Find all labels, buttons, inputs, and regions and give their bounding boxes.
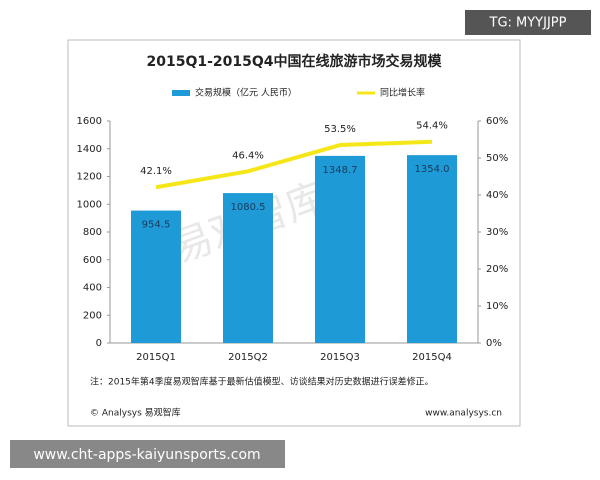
y2-tick-label: 50% bbox=[486, 153, 508, 164]
bar-label: 954.5 bbox=[142, 220, 171, 231]
bar-label: 1348.7 bbox=[323, 165, 358, 176]
note: 注：2015年第4季度易观智库基于最新估值模型、访谈结果对历史数据进行误差修正。 bbox=[90, 376, 434, 388]
y-tick-label: 1200 bbox=[77, 172, 102, 183]
x-tick-label: 2015Q3 bbox=[320, 352, 360, 363]
x-tick-label: 2015Q1 bbox=[136, 352, 176, 363]
line-label: 54.4% bbox=[416, 121, 448, 132]
legend-label: 同比增长率 bbox=[380, 87, 425, 99]
bar-label: 1080.5 bbox=[231, 202, 266, 213]
y-tick-label: 600 bbox=[83, 255, 102, 266]
bar bbox=[315, 155, 365, 343]
line-label: 53.5% bbox=[324, 124, 356, 135]
y2-tick-label: 40% bbox=[486, 190, 508, 201]
source-url: www.analysys.cn bbox=[425, 409, 502, 419]
bar bbox=[131, 210, 181, 343]
y-tick-label: 1400 bbox=[77, 144, 102, 155]
tag-box bbox=[465, 10, 591, 35]
y2-tick-label: 30% bbox=[486, 227, 508, 238]
y2-tick-label: 20% bbox=[486, 264, 508, 275]
y-tick-label: 200 bbox=[83, 310, 102, 321]
x-tick-label: 2015Q4 bbox=[412, 352, 452, 363]
y2-tick-label: 10% bbox=[486, 301, 508, 312]
y-tick-label: 400 bbox=[83, 283, 102, 294]
y-tick-label: 800 bbox=[83, 227, 102, 238]
line-label: 42.1% bbox=[140, 166, 172, 177]
y2-tick-label: 0% bbox=[486, 338, 502, 349]
line-label: 46.4% bbox=[232, 150, 264, 161]
site-url: www.cht-apps-kaiyunsports.com bbox=[33, 447, 260, 463]
x-tick-label: 2015Q2 bbox=[228, 352, 268, 363]
bar bbox=[407, 155, 457, 343]
y-tick-label: 0 bbox=[96, 338, 102, 349]
tag: TG: MYYJJPP bbox=[489, 16, 567, 31]
url-box bbox=[10, 440, 285, 468]
line bbox=[155, 139, 433, 190]
y-tick-label: 1600 bbox=[77, 116, 102, 127]
y2-tick-label: 60% bbox=[486, 116, 508, 127]
legend-swatch bbox=[172, 90, 190, 96]
chart-title: 2015Q1-2015Q4中国在线旅游市场交易规模 bbox=[146, 53, 442, 70]
bar-label: 1354.0 bbox=[415, 164, 450, 175]
source: © Analysys 易观智库 bbox=[90, 407, 181, 419]
bar bbox=[223, 193, 273, 343]
y-tick-label: 1000 bbox=[77, 199, 102, 210]
legend-label: 交易规模（亿元 人民币） bbox=[195, 87, 297, 99]
